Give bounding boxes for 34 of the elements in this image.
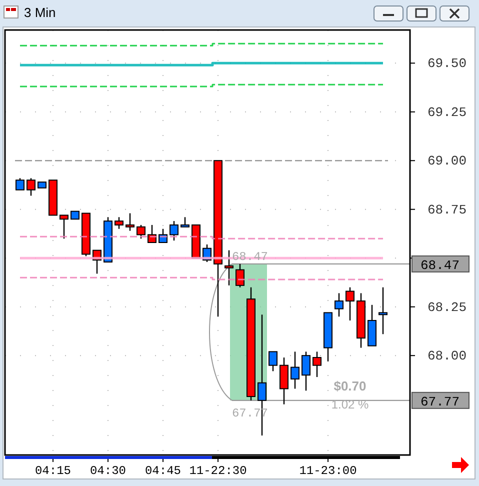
x-tick-label: 04:45 xyxy=(144,464,182,478)
x-tick-label: 11-23:00 xyxy=(299,464,357,478)
y-tick-label: 68.00 xyxy=(427,348,467,364)
candlestick xyxy=(236,263,244,288)
y-tick-label: 68.25 xyxy=(427,300,467,315)
x-tick-label: 04:30 xyxy=(90,464,126,478)
candlestick xyxy=(224,250,234,286)
annotation: 1.02 % xyxy=(331,397,370,412)
y-tick-label: 69.50 xyxy=(427,56,467,72)
candlestick xyxy=(290,351,300,390)
candlestick xyxy=(170,220,178,242)
candlestick xyxy=(16,178,24,190)
candlestick xyxy=(60,214,68,240)
candlestick xyxy=(126,212,134,232)
candlestick xyxy=(136,224,146,240)
y-tick-label: 69.00 xyxy=(427,154,467,169)
candlestick xyxy=(180,216,190,228)
candlestick xyxy=(312,351,322,378)
x-tick-label: 11-22:30 xyxy=(189,464,247,478)
candlestick xyxy=(346,286,354,322)
candlestick xyxy=(268,351,278,372)
candlestick xyxy=(114,216,124,230)
candlestick xyxy=(378,286,388,335)
annotation: $0.70 xyxy=(334,378,366,394)
ref-line-label: 68.47 xyxy=(420,258,460,273)
y-tick-label: 68.75 xyxy=(427,202,467,218)
candlestick xyxy=(334,292,344,318)
candlestick xyxy=(302,351,310,392)
x-tick-label: 04:15 xyxy=(34,464,72,478)
candlestick xyxy=(26,178,36,196)
ref-line-label: 67.77 xyxy=(420,394,460,410)
y-tick-label: 69.25 xyxy=(427,104,467,120)
chart-title: 3 Min xyxy=(24,5,56,20)
candlestick xyxy=(280,356,288,405)
